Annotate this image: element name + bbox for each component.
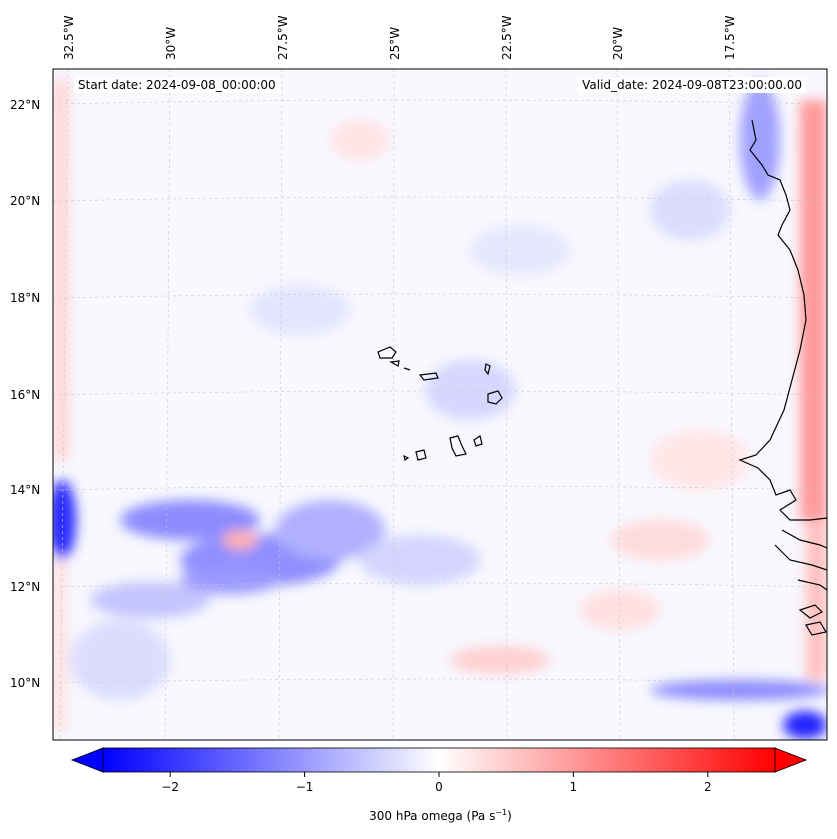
lon-label-27-5w: 27.5°W (276, 15, 290, 60)
colorbar-tick-label: −1 (295, 780, 314, 794)
santo-antao (377, 346, 397, 359)
gridlines (53, 69, 827, 740)
colorbar-label: 300 hPa omega (Pa s−1) (0, 808, 837, 823)
west-africa-coast (738, 119, 827, 521)
lon-label-25w: 25°W (388, 26, 402, 60)
lon-label-30w: 30°W (164, 26, 178, 60)
colorbar-extend-high (774, 747, 808, 773)
lat-label-14n: 14°N (10, 483, 41, 497)
lat-label-10n: 10°N (10, 676, 41, 690)
map-frame (52, 68, 828, 741)
lat-label-22n: 22°N (10, 98, 41, 112)
lon-label-32-5w: 32.5°W (62, 15, 76, 60)
valid-date-label: Valid_date: 2024-09-08T23:00:00.00 (578, 77, 806, 93)
lat-label-12n: 12°N (10, 580, 41, 594)
lat-label-16n: 16°N (10, 388, 41, 402)
start-date-label: Start date: 2024-09-08_00:00:00 (74, 77, 280, 93)
lat-label-18n: 18°N (10, 291, 41, 305)
map-area (53, 69, 827, 740)
colorbar-tick-label: 1 (569, 780, 578, 794)
boa-vista (487, 390, 503, 405)
colorbar-label-sup: −1 (495, 808, 508, 817)
colorbar-label-end: ) (507, 809, 512, 823)
omega-field (53, 80, 827, 739)
colorbar-ticks (169, 772, 709, 777)
colorbar-tick-label: 2 (703, 780, 712, 794)
lon-label-17-5w: 17.5°W (723, 15, 737, 60)
colorbar (70, 747, 808, 777)
lat-label-20n: 20°N (10, 194, 41, 208)
coastlines (377, 119, 827, 636)
lon-label-22-5w: 22.5°W (500, 15, 514, 60)
colorbar-label-text: 300 hPa omega (Pa s (369, 809, 496, 823)
colorbar-extend-low (70, 747, 104, 773)
lon-label-20w: 20°W (611, 26, 625, 60)
colorbar-tick-label: −2 (161, 780, 180, 794)
colorbar-tick-label: 0 (435, 780, 443, 794)
colorbar-gradient (102, 747, 776, 773)
